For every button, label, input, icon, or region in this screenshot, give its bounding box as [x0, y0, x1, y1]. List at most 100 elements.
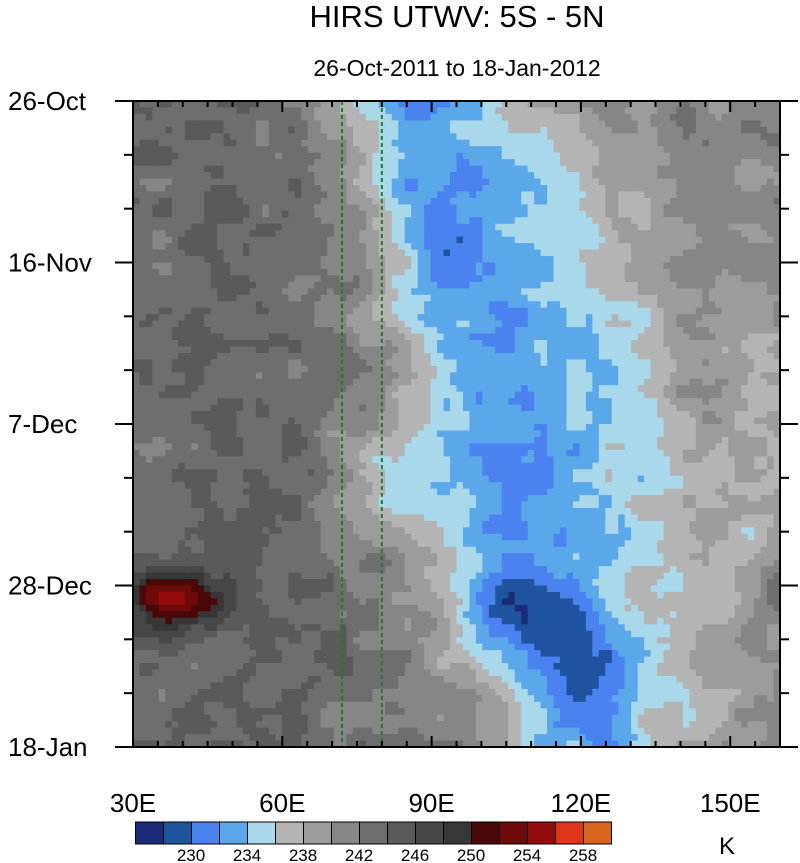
heatmap-cell — [210, 236, 218, 244]
heatmap-cell — [275, 617, 283, 625]
heatmap-cell — [352, 236, 361, 244]
heatmap-cell — [320, 262, 328, 270]
heatmap-cell — [158, 352, 166, 360]
heatmap-cell — [327, 456, 335, 464]
heatmap-cell — [385, 184, 393, 193]
heatmap-cell — [217, 688, 225, 696]
heatmap-cell — [171, 604, 179, 612]
heatmap-cell — [430, 540, 438, 548]
heatmap-cell — [340, 417, 348, 425]
heatmap-cell — [133, 172, 141, 180]
heatmap-cell — [417, 172, 425, 180]
heatmap-cell — [255, 527, 263, 535]
heatmap-cell — [365, 411, 373, 419]
heatmap-cell — [145, 637, 154, 645]
heatmap-cell — [197, 372, 205, 380]
heatmap-cell — [242, 456, 251, 464]
heatmap-cell — [340, 701, 348, 709]
heatmap-cell — [391, 294, 399, 302]
heatmap-cell — [262, 223, 270, 231]
heatmap-cell — [378, 333, 386, 341]
heatmap-cell — [230, 527, 238, 535]
heatmap-cell — [268, 436, 276, 444]
heatmap-cell — [391, 307, 399, 315]
heatmap-cell — [385, 404, 393, 412]
heatmap-cell — [249, 708, 257, 716]
heatmap-cell — [346, 223, 354, 231]
heatmap-cell — [372, 359, 380, 367]
heatmap-cell — [184, 637, 192, 645]
heatmap-cell — [340, 210, 348, 218]
heatmap-cell — [314, 449, 322, 457]
heatmap-cell — [133, 262, 141, 270]
heatmap-cell — [197, 217, 205, 225]
heatmap-cell — [450, 243, 458, 251]
heatmap-cell — [197, 165, 205, 173]
heatmap-cell — [281, 320, 289, 328]
heatmap-cell — [165, 223, 173, 231]
heatmap-cell — [359, 243, 367, 251]
heatmap-cell — [424, 223, 432, 231]
heatmap-cell — [288, 139, 296, 147]
heatmap-cell — [249, 520, 257, 528]
heatmap-cell — [340, 514, 348, 522]
heatmap-cell — [217, 126, 225, 134]
heatmap-cell — [249, 268, 257, 277]
heatmap-cell — [139, 514, 147, 522]
heatmap-cell — [372, 669, 380, 677]
heatmap-cell — [165, 585, 173, 593]
heatmap-cell — [307, 101, 315, 109]
heatmap-cell — [255, 540, 263, 548]
heatmap-cell — [204, 734, 212, 742]
heatmap-cell — [424, 165, 432, 173]
heatmap-cell — [450, 469, 458, 477]
heatmap-cell — [281, 340, 289, 348]
heatmap-cell — [191, 107, 199, 115]
heatmap-cell — [223, 727, 231, 735]
heatmap-cell — [301, 650, 309, 658]
heatmap-cell — [158, 139, 166, 147]
heatmap-cell — [210, 307, 218, 315]
heatmap-cell — [230, 650, 238, 658]
heatmap-cell — [165, 675, 173, 683]
heatmap-cell — [139, 307, 147, 315]
heatmap-cell — [398, 546, 406, 554]
heatmap-cell — [165, 210, 173, 218]
heatmap-cell — [133, 301, 141, 309]
heatmap-cell — [268, 165, 276, 173]
heatmap-cell — [385, 469, 393, 477]
heatmap-cell — [139, 275, 147, 283]
heatmap-cell — [352, 520, 361, 528]
heatmap-cell — [391, 372, 399, 380]
heatmap-cell — [378, 669, 386, 677]
heatmap-cell — [417, 682, 425, 690]
heatmap-cell — [430, 391, 438, 399]
heatmap-cell — [437, 184, 445, 193]
heatmap-cell — [307, 727, 315, 735]
heatmap-cell — [133, 268, 141, 277]
heatmap-cell — [262, 598, 270, 606]
heatmap-cell — [424, 520, 432, 528]
heatmap-cell — [139, 107, 147, 115]
heatmap-cell — [197, 314, 205, 322]
heatmap-cell — [365, 301, 373, 309]
heatmap-cell — [165, 604, 173, 612]
heatmap-cell — [372, 378, 380, 386]
heatmap-cell — [217, 482, 225, 490]
heatmap-cell — [443, 701, 451, 709]
heatmap-cell — [450, 352, 458, 360]
heatmap-cell — [411, 604, 419, 612]
heatmap-cell — [217, 320, 225, 328]
heatmap-cell — [320, 663, 328, 671]
heatmap-cell — [197, 385, 205, 393]
heatmap-cell — [437, 391, 445, 399]
heatmap-cell — [365, 443, 373, 451]
heatmap-cell — [443, 675, 451, 683]
heatmap-cell — [217, 559, 225, 567]
heatmap-cell — [385, 268, 393, 277]
heatmap-cell — [443, 663, 451, 671]
heatmap-cell — [359, 146, 367, 154]
heatmap-cell — [288, 740, 296, 748]
heatmap-cell — [255, 449, 263, 457]
heatmap-cell — [262, 675, 270, 683]
